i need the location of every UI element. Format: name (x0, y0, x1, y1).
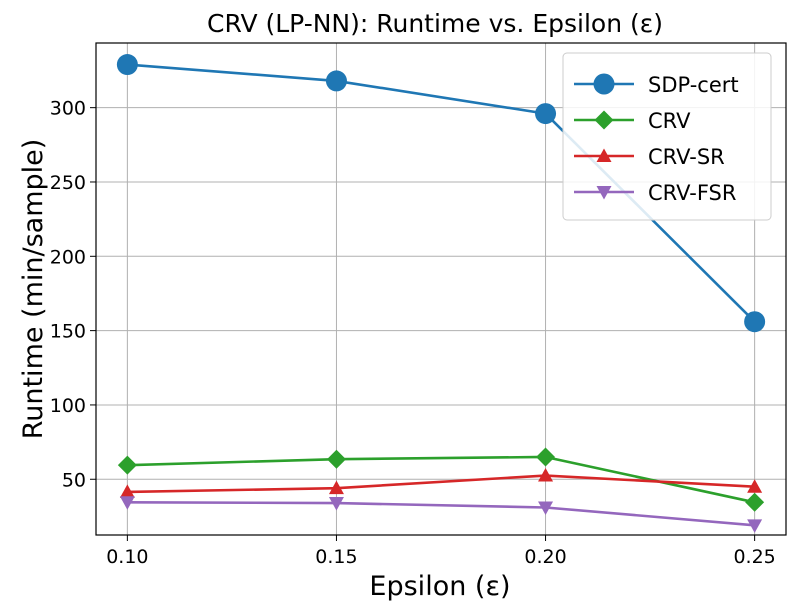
data-point-crv-sr (328, 480, 344, 495)
y-axis-ticks: 50 100 150 200 250 300 (50, 98, 96, 491)
legend-marker-crv (594, 110, 614, 130)
legend-label-crv-sr: CRV-SR (648, 145, 725, 169)
data-point-crv-sr (119, 484, 135, 498)
data-point-crv-fsr (538, 501, 554, 516)
chart-title: CRV (LP-NN): Runtime vs. Epsilon (ε) (207, 9, 663, 38)
data-point-crv-fsr (328, 497, 344, 511)
y-tick-label: 150 (50, 321, 86, 343)
data-point-crv-fsr (747, 519, 763, 533)
data-point-crv-sr (538, 468, 554, 482)
data-point-sdp-cert (325, 70, 347, 92)
series-line-crv-fsr (127, 500, 755, 527)
y-axis-label: Runtime (min/sample) (18, 139, 49, 440)
x-tick-label: 0.15 (315, 546, 357, 568)
x-tick-label: 0.20 (524, 546, 566, 568)
series-line-crv-sr (127, 474, 755, 494)
plot-frame (95, 42, 787, 536)
legend-label-crv-fsr: CRV-FSR (648, 181, 736, 205)
data-point-crv (326, 449, 346, 469)
data-point-sdp-cert (744, 311, 766, 333)
data-point-crv (745, 492, 765, 512)
y-tick-label: 50 (62, 469, 86, 491)
legend-marker-crv-fsr (596, 186, 612, 200)
legend: SDP-cert CRV CRV-SR CRV-FSR (562, 52, 772, 221)
y-tick-label: 300 (50, 98, 86, 120)
y-tick-label: 250 (50, 172, 86, 194)
data-point-sdp-cert (116, 54, 138, 76)
x-tick-label: 0.25 (733, 546, 775, 568)
legend-marker-sdp-cert (593, 73, 615, 95)
data-point-crv (117, 455, 137, 475)
data-point-crv-fsr (119, 496, 135, 510)
x-axis-ticks: 0.10 0.15 0.20 0.25 (106, 535, 776, 568)
data-point-sdp-cert (535, 103, 557, 125)
legend-marker-crv-sr (596, 148, 612, 162)
series-line-crv (127, 455, 755, 504)
legend-label-crv: CRV (648, 109, 691, 133)
series-group (116, 54, 766, 533)
x-tick-label: 0.10 (106, 546, 148, 568)
legend-box (562, 52, 772, 221)
x-axis-label: Epsilon (ε) (369, 571, 510, 602)
data-point-crv-sr (747, 479, 763, 493)
legend-label-sdp-cert: SDP-cert (648, 73, 739, 97)
y-tick-label: 100 (50, 395, 86, 417)
y-tick-label: 200 (50, 246, 86, 268)
data-point-crv (536, 447, 556, 467)
